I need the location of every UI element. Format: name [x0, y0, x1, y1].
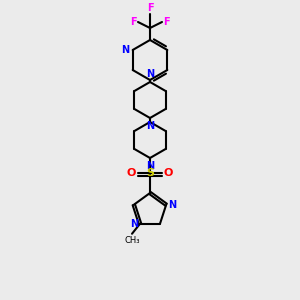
Text: N: N [168, 200, 176, 210]
Text: N: N [146, 69, 154, 79]
Text: N: N [146, 161, 154, 171]
Text: F: F [147, 3, 153, 13]
Text: S: S [146, 168, 154, 178]
Text: F: F [130, 17, 137, 27]
Text: O: O [127, 168, 136, 178]
Text: F: F [163, 17, 169, 27]
Text: CH₃: CH₃ [124, 236, 140, 245]
Text: N: N [130, 219, 138, 229]
Text: O: O [164, 168, 173, 178]
Text: N: N [146, 121, 154, 131]
Text: N: N [122, 45, 130, 55]
